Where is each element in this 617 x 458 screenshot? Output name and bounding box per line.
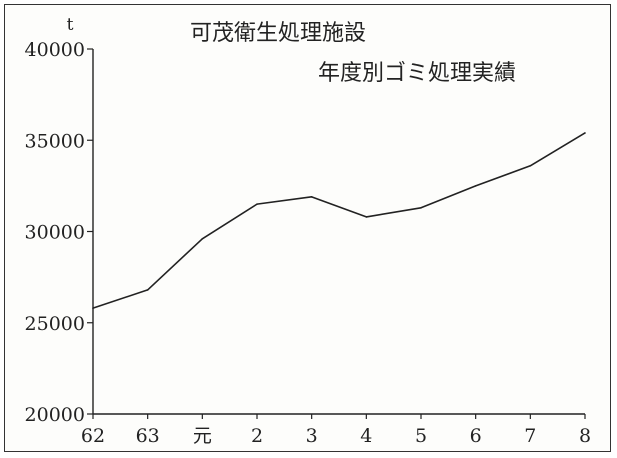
x-tick-label: 元 xyxy=(193,425,212,447)
y-axis-ticks: 20000 25000 30000 35000 40000 xyxy=(25,39,93,426)
data-point xyxy=(420,206,422,209)
x-tick-label: 63 xyxy=(136,425,160,447)
data-point xyxy=(146,289,149,291)
data-point xyxy=(92,307,94,309)
x-tick-label: 2 xyxy=(251,425,263,447)
x-tick-label: 8 xyxy=(579,425,591,447)
x-tick-label: 3 xyxy=(306,425,318,447)
data-point xyxy=(310,196,313,198)
x-tick-label: 6 xyxy=(470,425,482,447)
x-tick-label: 4 xyxy=(360,425,372,447)
y-axis-unit-label: t xyxy=(67,15,74,35)
y-tick-label: 25000 xyxy=(25,313,85,335)
y-tick-label: 30000 xyxy=(25,222,85,244)
x-axis-ticks: 62 63 元 2 3 4 5 6 7 8 xyxy=(81,414,591,447)
x-tick-label: 62 xyxy=(81,425,105,447)
axes xyxy=(92,49,585,415)
chart-frame xyxy=(4,4,611,452)
data-point xyxy=(365,216,368,218)
series-group xyxy=(92,132,586,309)
series-line xyxy=(92,132,586,309)
data-point xyxy=(584,132,586,134)
y-tick-label: 40000 xyxy=(25,39,85,61)
y-tick-label: 35000 xyxy=(25,130,85,152)
x-tick-label: 7 xyxy=(524,425,536,447)
data-point xyxy=(529,165,532,167)
data-point xyxy=(201,238,204,240)
x-tick-label: 5 xyxy=(415,425,427,447)
chart-title: 可茂衛生処理施設 xyxy=(190,21,366,46)
y-tick-label: 20000 xyxy=(25,404,85,426)
data-point xyxy=(256,203,258,205)
data-point xyxy=(474,185,477,187)
chart-subtitle: 年度別ゴミ処理実績 xyxy=(318,61,516,86)
